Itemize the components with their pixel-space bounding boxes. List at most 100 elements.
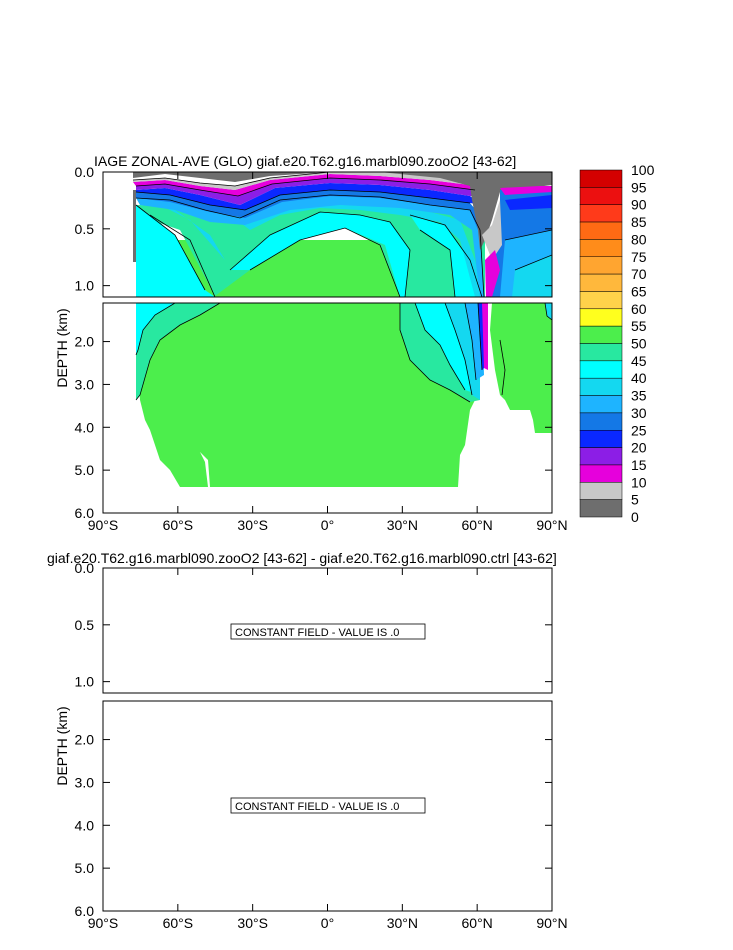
- colorbar-swatch: [579, 360, 623, 379]
- x-tick-label: 60°N: [462, 915, 493, 931]
- colorbar-label: 50: [631, 336, 647, 352]
- constant-field-box-lower: CONSTANT FIELD - VALUE IS .0: [230, 797, 426, 814]
- panel2-title: giaf.e20.T62.g16.marbl090.zooO2 [43-62] …: [47, 550, 557, 566]
- arctic-cyan: [512, 255, 552, 297]
- colorbar-label: 40: [631, 370, 647, 386]
- x-tick-label: 60°N: [462, 517, 493, 533]
- x-tick-label: 60°S: [163, 915, 194, 931]
- deep-45-antarctic: [136, 303, 175, 355]
- colorbar-swatch: [579, 499, 623, 518]
- contour-20-region: [136, 178, 484, 205]
- y-tick-label: 3.0: [75, 376, 95, 392]
- x-tick-label: 90°S: [88, 517, 119, 533]
- colorbar-swatch: [579, 482, 623, 500]
- panel1-upper-fields: [103, 172, 552, 297]
- constant-field-box-upper: CONSTANT FIELD - VALUE IS .0: [230, 623, 426, 640]
- colorbar-label: 0: [631, 509, 639, 525]
- colorbar-swatch: [579, 412, 623, 431]
- panel1-title: IAGE ZONAL-AVE (GLO) giaf.e20.T62.g16.ma…: [94, 153, 516, 169]
- colorbar-swatch: [579, 447, 623, 466]
- deep-15-north: [482, 303, 488, 370]
- colorbar-label: 70: [631, 266, 647, 282]
- colorbar-label: 55: [631, 318, 647, 334]
- contour-15-region: [133, 174, 488, 196]
- y-tick-label: 6.0: [75, 505, 95, 521]
- antarctic-dark: [133, 190, 136, 262]
- panel2-axes: 90°S 60°S 30°S 0° 30°N 60°N 90°N 0.0 0.5 1.0 2.0 3.…: [54, 560, 568, 931]
- y-tick-label: 4.0: [75, 419, 95, 435]
- constant-field-label-upper: CONSTANT FIELD - VALUE IS .0: [235, 627, 399, 639]
- colorbar-swatch: [579, 464, 623, 483]
- colorbar-swatch: [579, 204, 623, 223]
- colorbar-swatch: [579, 273, 623, 292]
- colorbar-swatch: [579, 395, 623, 414]
- y-tick-label: 2.0: [75, 732, 95, 748]
- deep-50-antarctic: [136, 303, 220, 400]
- colorbar-label: 95: [631, 179, 647, 195]
- y-tick-label: 5.0: [75, 860, 95, 876]
- colorbar-swatch: [579, 256, 623, 275]
- x-tick-label: 30°S: [237, 915, 268, 931]
- x-tick-label: 30°N: [387, 915, 418, 931]
- colorbar-swatch: [579, 377, 623, 396]
- colorbar-swatch: [579, 221, 623, 240]
- subpolar-grey: [482, 200, 502, 260]
- panel1-lower-fields: [103, 303, 552, 513]
- contour-25-region: [136, 183, 482, 210]
- y-tick-label: 2.0: [75, 334, 95, 350]
- x-tick-label: 90°S: [88, 915, 119, 931]
- y-tick-label: 0.5: [75, 617, 95, 633]
- seamount: [180, 452, 208, 487]
- colorbar-label: 25: [631, 422, 647, 438]
- colorbar-label: 65: [631, 283, 647, 299]
- colorbar-label: 15: [631, 457, 647, 473]
- x-tick-label: 30°N: [387, 517, 418, 533]
- y-tick-label: 1.0: [75, 674, 95, 690]
- x-tick-label: 0°: [321, 517, 334, 533]
- colorbar-swatch: [579, 430, 623, 448]
- subpolar-magenta: [485, 250, 500, 297]
- deep-arctic-cyan: [545, 303, 552, 320]
- colorbar-swatch: [579, 187, 623, 205]
- contour-35-region: [136, 195, 484, 297]
- arctic-magenta: [500, 186, 552, 195]
- y-tick-label: 0.5: [75, 221, 95, 237]
- colorbar-label: 100: [631, 162, 655, 178]
- colorbar-swatch: [579, 308, 623, 327]
- colorbar-label: 20: [631, 440, 647, 456]
- x-tick-label: 60°S: [163, 517, 194, 533]
- y-axis-title: DEPTH (km): [54, 706, 70, 785]
- x-tick-label: 90°N: [536, 517, 567, 533]
- colorbar-label: 60: [631, 301, 647, 317]
- colorbar-legend: 1009590858075706560555045403530252015105…: [579, 162, 655, 525]
- colorbar-swatch: [579, 343, 623, 362]
- colorbar-label: 35: [631, 388, 647, 404]
- y-tick-label: 5.0: [75, 462, 95, 478]
- y-tick-label: 3.0: [75, 774, 95, 790]
- contour-5-region: [133, 172, 552, 250]
- y-tick-label: 0.0: [75, 560, 95, 576]
- y-axis-title: DEPTH (km): [54, 308, 70, 387]
- colorbar-swatch: [579, 169, 623, 188]
- y-tick-label: 6.0: [75, 903, 95, 919]
- colorbar-swatch: [579, 325, 623, 344]
- colorbar-swatch: [579, 239, 623, 257]
- x-tick-label: 0°: [321, 915, 334, 931]
- colorbar-label: 85: [631, 214, 647, 230]
- contour-10-region: [133, 172, 488, 190]
- x-tick-label: 30°S: [237, 517, 268, 533]
- colorbar-label: 5: [631, 492, 639, 508]
- y-tick-label: 4.0: [75, 817, 95, 833]
- colorbar-label: 90: [631, 197, 647, 213]
- deep-arctic: [490, 303, 552, 433]
- y-tick-label: 0.0: [75, 164, 95, 180]
- colorbar-label: 75: [631, 249, 647, 265]
- y-tick-label: 1.0: [75, 278, 95, 294]
- panel1-axes: 90°S 60°S 30°S 0° 30°N 60°N 90°N 0.0 0.5 1.0 2.0 3.…: [54, 164, 568, 533]
- contour-45-region: [136, 205, 482, 297]
- colorbar-label: 10: [631, 474, 647, 490]
- arctic-deepblue: [505, 195, 552, 210]
- colorbar-label: 45: [631, 353, 647, 369]
- constant-field-label-lower: CONSTANT FIELD - VALUE IS .0: [235, 801, 399, 813]
